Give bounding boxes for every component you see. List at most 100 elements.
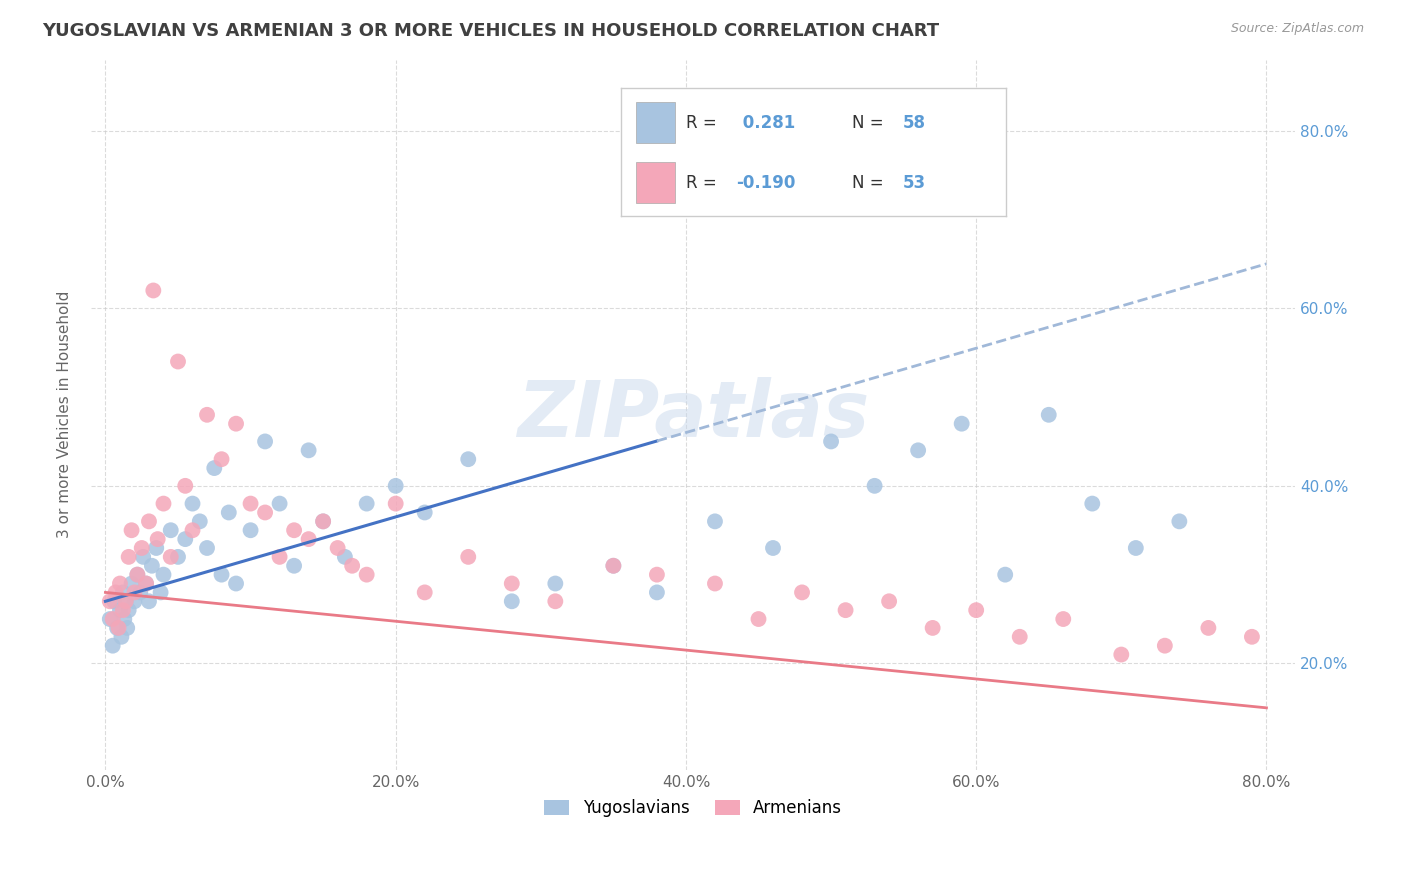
Point bbox=[146, 532, 169, 546]
Point bbox=[1168, 514, 1191, 528]
Point bbox=[907, 443, 929, 458]
Point bbox=[131, 541, 153, 555]
Point bbox=[105, 621, 128, 635]
Point bbox=[413, 585, 436, 599]
Point bbox=[202, 461, 225, 475]
Point bbox=[118, 603, 141, 617]
Point bbox=[218, 506, 240, 520]
Point bbox=[645, 585, 668, 599]
Point bbox=[356, 497, 378, 511]
Text: YUGOSLAVIAN VS ARMENIAN 3 OR MORE VEHICLES IN HOUSEHOLD CORRELATION CHART: YUGOSLAVIAN VS ARMENIAN 3 OR MORE VEHICL… bbox=[42, 22, 939, 40]
Point bbox=[114, 594, 136, 608]
Point bbox=[159, 549, 181, 564]
Point bbox=[138, 594, 160, 608]
Point bbox=[1197, 621, 1219, 635]
Point bbox=[1111, 648, 1133, 662]
Point bbox=[1008, 630, 1031, 644]
Point bbox=[602, 558, 624, 573]
Point bbox=[211, 452, 233, 467]
Point bbox=[1052, 612, 1074, 626]
Point bbox=[225, 417, 247, 431]
Point bbox=[333, 549, 356, 564]
Point bbox=[269, 497, 291, 511]
Point bbox=[747, 612, 769, 626]
Point bbox=[129, 585, 152, 599]
Point bbox=[283, 523, 305, 537]
Point bbox=[167, 354, 190, 368]
Point bbox=[1153, 639, 1175, 653]
Point bbox=[254, 506, 277, 520]
Text: ZIPatlas: ZIPatlas bbox=[517, 376, 869, 453]
Point bbox=[965, 603, 987, 617]
Point bbox=[820, 434, 842, 449]
Point bbox=[98, 612, 121, 626]
Point bbox=[181, 523, 204, 537]
Point bbox=[863, 479, 886, 493]
Point bbox=[124, 594, 146, 608]
Point bbox=[145, 541, 167, 555]
Point bbox=[326, 541, 349, 555]
Point bbox=[312, 514, 335, 528]
Point bbox=[834, 603, 856, 617]
Point bbox=[239, 523, 262, 537]
Point bbox=[921, 621, 943, 635]
Point bbox=[413, 506, 436, 520]
Y-axis label: 3 or more Vehicles in Household: 3 or more Vehicles in Household bbox=[58, 291, 72, 539]
Point bbox=[1081, 497, 1104, 511]
Point bbox=[297, 443, 319, 458]
Point bbox=[457, 452, 479, 467]
Legend: Yugoslavians, Armenians: Yugoslavians, Armenians bbox=[536, 791, 851, 826]
Point bbox=[108, 603, 131, 617]
Point bbox=[108, 576, 131, 591]
Point bbox=[384, 497, 406, 511]
Point bbox=[174, 532, 197, 546]
Point bbox=[602, 558, 624, 573]
Point bbox=[457, 549, 479, 564]
Point bbox=[152, 497, 174, 511]
Point bbox=[283, 558, 305, 573]
Point bbox=[239, 497, 262, 511]
Point bbox=[1240, 630, 1263, 644]
Point bbox=[159, 523, 181, 537]
Point bbox=[103, 594, 125, 608]
Point bbox=[121, 523, 143, 537]
Point bbox=[118, 549, 141, 564]
Point bbox=[124, 585, 146, 599]
Point bbox=[188, 514, 211, 528]
Point bbox=[101, 612, 124, 626]
Point bbox=[98, 594, 121, 608]
Point bbox=[101, 639, 124, 653]
Point bbox=[115, 621, 138, 635]
Point bbox=[127, 567, 149, 582]
Point bbox=[1038, 408, 1060, 422]
Point bbox=[225, 576, 247, 591]
Point bbox=[132, 549, 155, 564]
Point bbox=[994, 567, 1017, 582]
Point bbox=[167, 549, 190, 564]
Point bbox=[544, 576, 567, 591]
Point bbox=[704, 576, 727, 591]
Point bbox=[195, 408, 218, 422]
Point bbox=[211, 567, 233, 582]
Point bbox=[501, 594, 523, 608]
Point bbox=[269, 549, 291, 564]
Point bbox=[340, 558, 363, 573]
Point bbox=[356, 567, 378, 582]
Point bbox=[135, 576, 157, 591]
Point bbox=[645, 567, 668, 582]
Point bbox=[104, 585, 127, 599]
Point bbox=[195, 541, 218, 555]
Point bbox=[127, 567, 149, 582]
Point bbox=[254, 434, 277, 449]
Point bbox=[544, 594, 567, 608]
Point bbox=[790, 585, 813, 599]
Point bbox=[111, 585, 134, 599]
Point bbox=[112, 612, 135, 626]
Point bbox=[149, 585, 172, 599]
Point bbox=[121, 576, 143, 591]
Point bbox=[704, 514, 727, 528]
Point bbox=[877, 594, 900, 608]
Text: Source: ZipAtlas.com: Source: ZipAtlas.com bbox=[1230, 22, 1364, 36]
Point bbox=[501, 576, 523, 591]
Point bbox=[181, 497, 204, 511]
